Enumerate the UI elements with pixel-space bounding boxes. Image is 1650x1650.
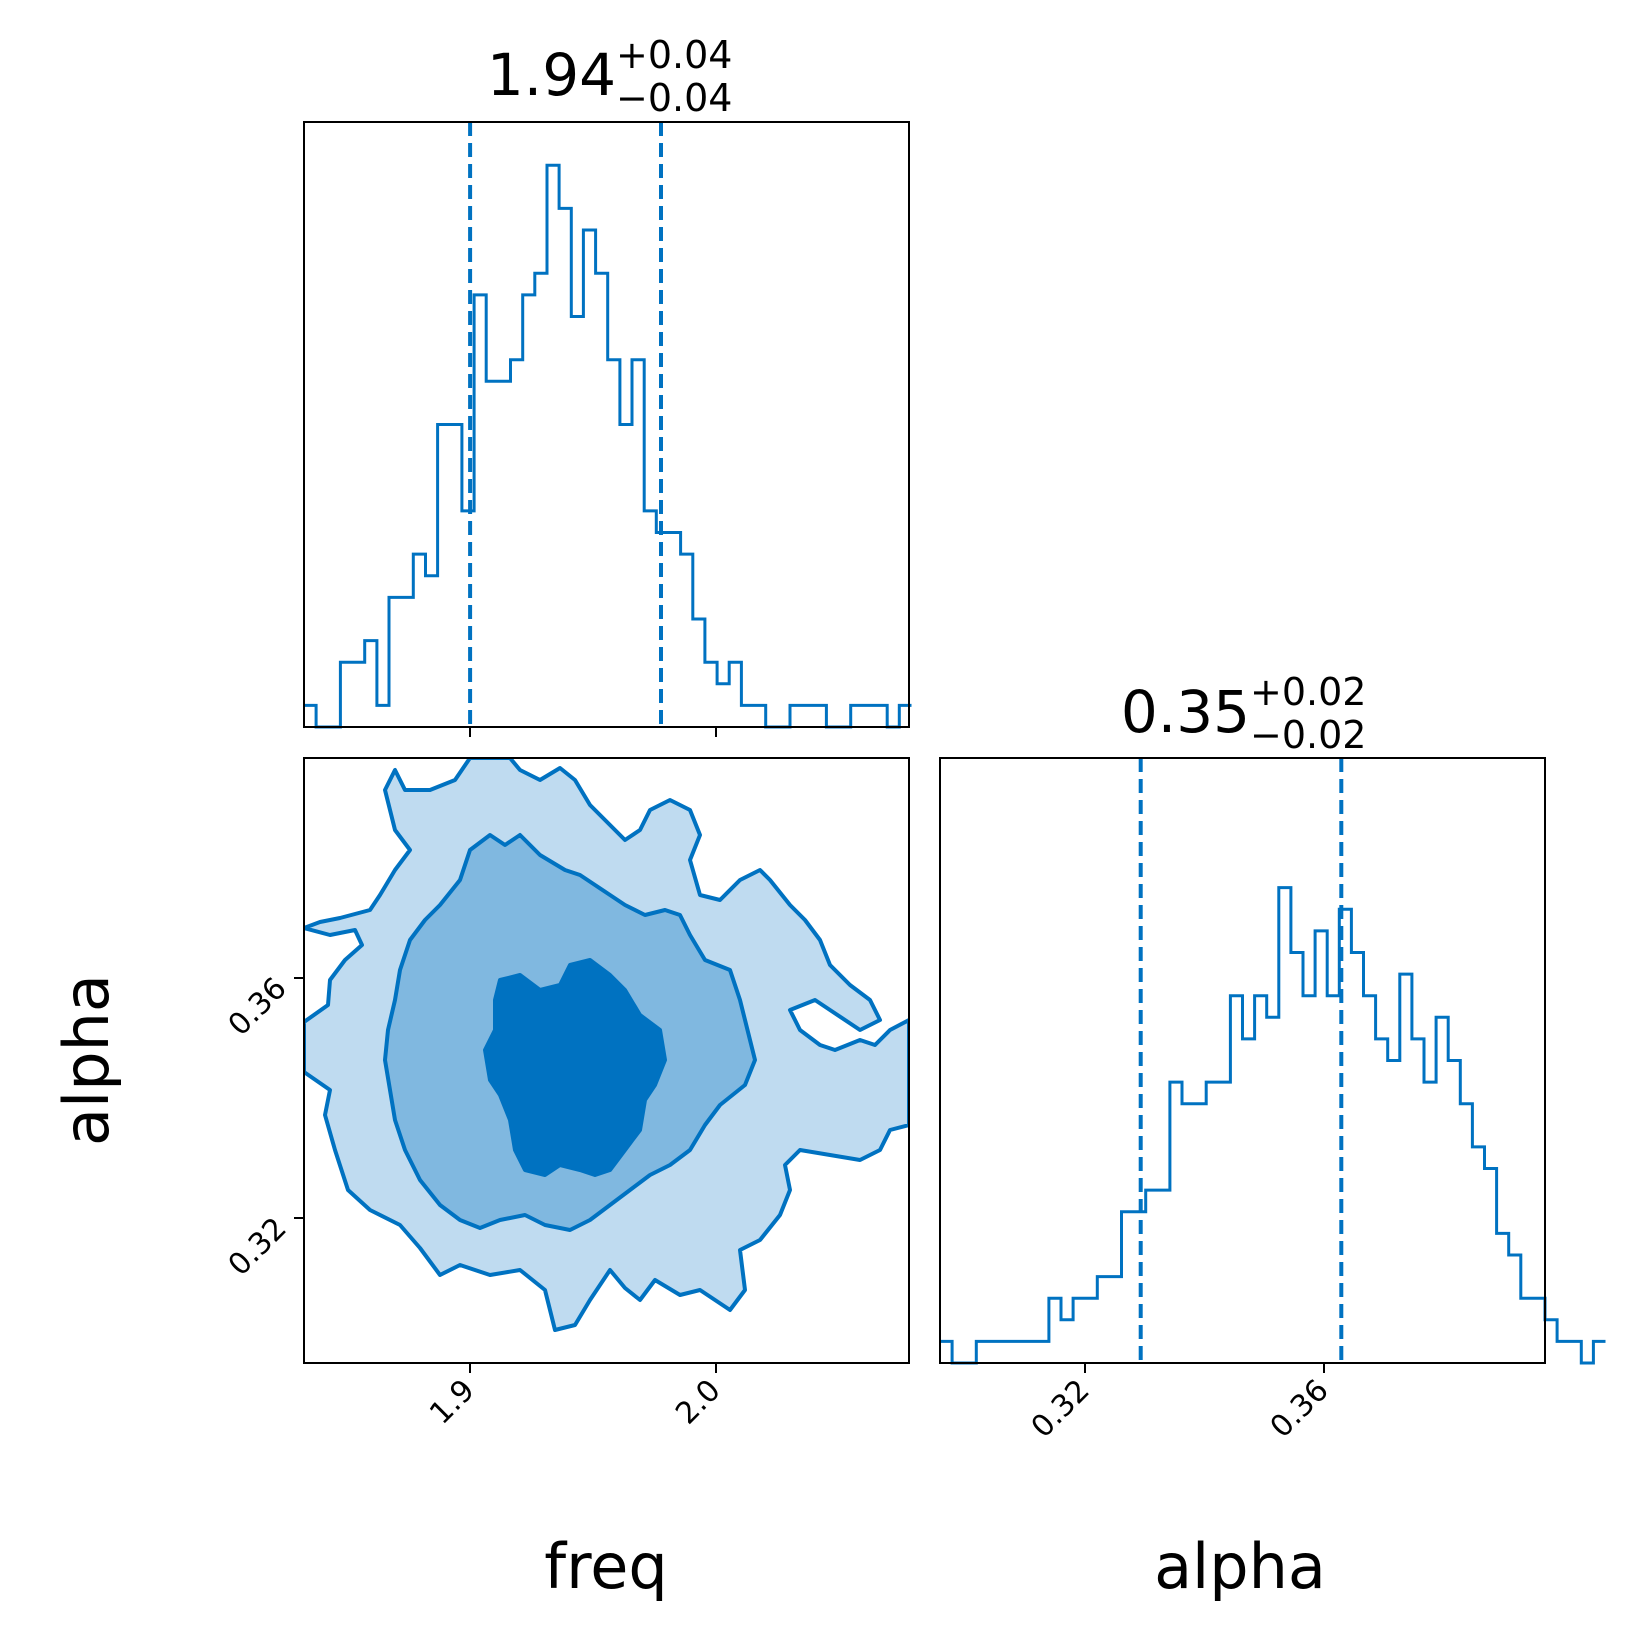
freq-title: 1.94	[487, 41, 616, 109]
alpha-title-plus: +0.02	[1250, 670, 1366, 714]
hist-alpha-tick-label-0.36: 0.36	[1264, 1373, 1336, 1445]
contour-level-inner	[483, 958, 667, 1177]
contour-xtick-label-1.9: 1.9	[423, 1373, 481, 1431]
hist-freq-marks	[304, 122, 912, 729]
hist-alpha-marks	[940, 758, 1606, 1365]
hist-alpha-step-line	[940, 886, 1606, 1365]
contour-xlabel: freq	[544, 1530, 667, 1603]
contour-levels	[304, 758, 909, 1332]
hist-alpha-panel: 0.32 0.36 alpha	[939, 757, 1606, 1603]
contour-ytick-label-0.32: 0.32	[222, 1211, 294, 1283]
hist-alpha-tick-label-0.32: 0.32	[1025, 1373, 1097, 1445]
hist-alpha-frame	[939, 757, 1546, 1364]
alpha-title-minus: −0.02	[1250, 713, 1366, 757]
freq-title-minus: −0.04	[616, 76, 732, 120]
contour-xtick-label-2.0: 2.0	[669, 1373, 727, 1431]
contour-frame	[303, 757, 910, 1364]
freq-title-plus: +0.04	[616, 33, 732, 77]
hist-freq-step-line	[304, 163, 912, 729]
contour-panel: 1.9 2.0 0.36 0.32 freq alpha	[50, 757, 910, 1603]
hist-freq-panel	[303, 121, 912, 737]
contour-ylabel: alpha	[50, 974, 123, 1146]
alpha-title: 0.35	[1121, 678, 1250, 746]
contour-ytick-label-0.36: 0.36	[222, 971, 294, 1043]
hist-alpha-xlabel: alpha	[1154, 1530, 1326, 1603]
hist-freq-frame	[303, 121, 910, 728]
